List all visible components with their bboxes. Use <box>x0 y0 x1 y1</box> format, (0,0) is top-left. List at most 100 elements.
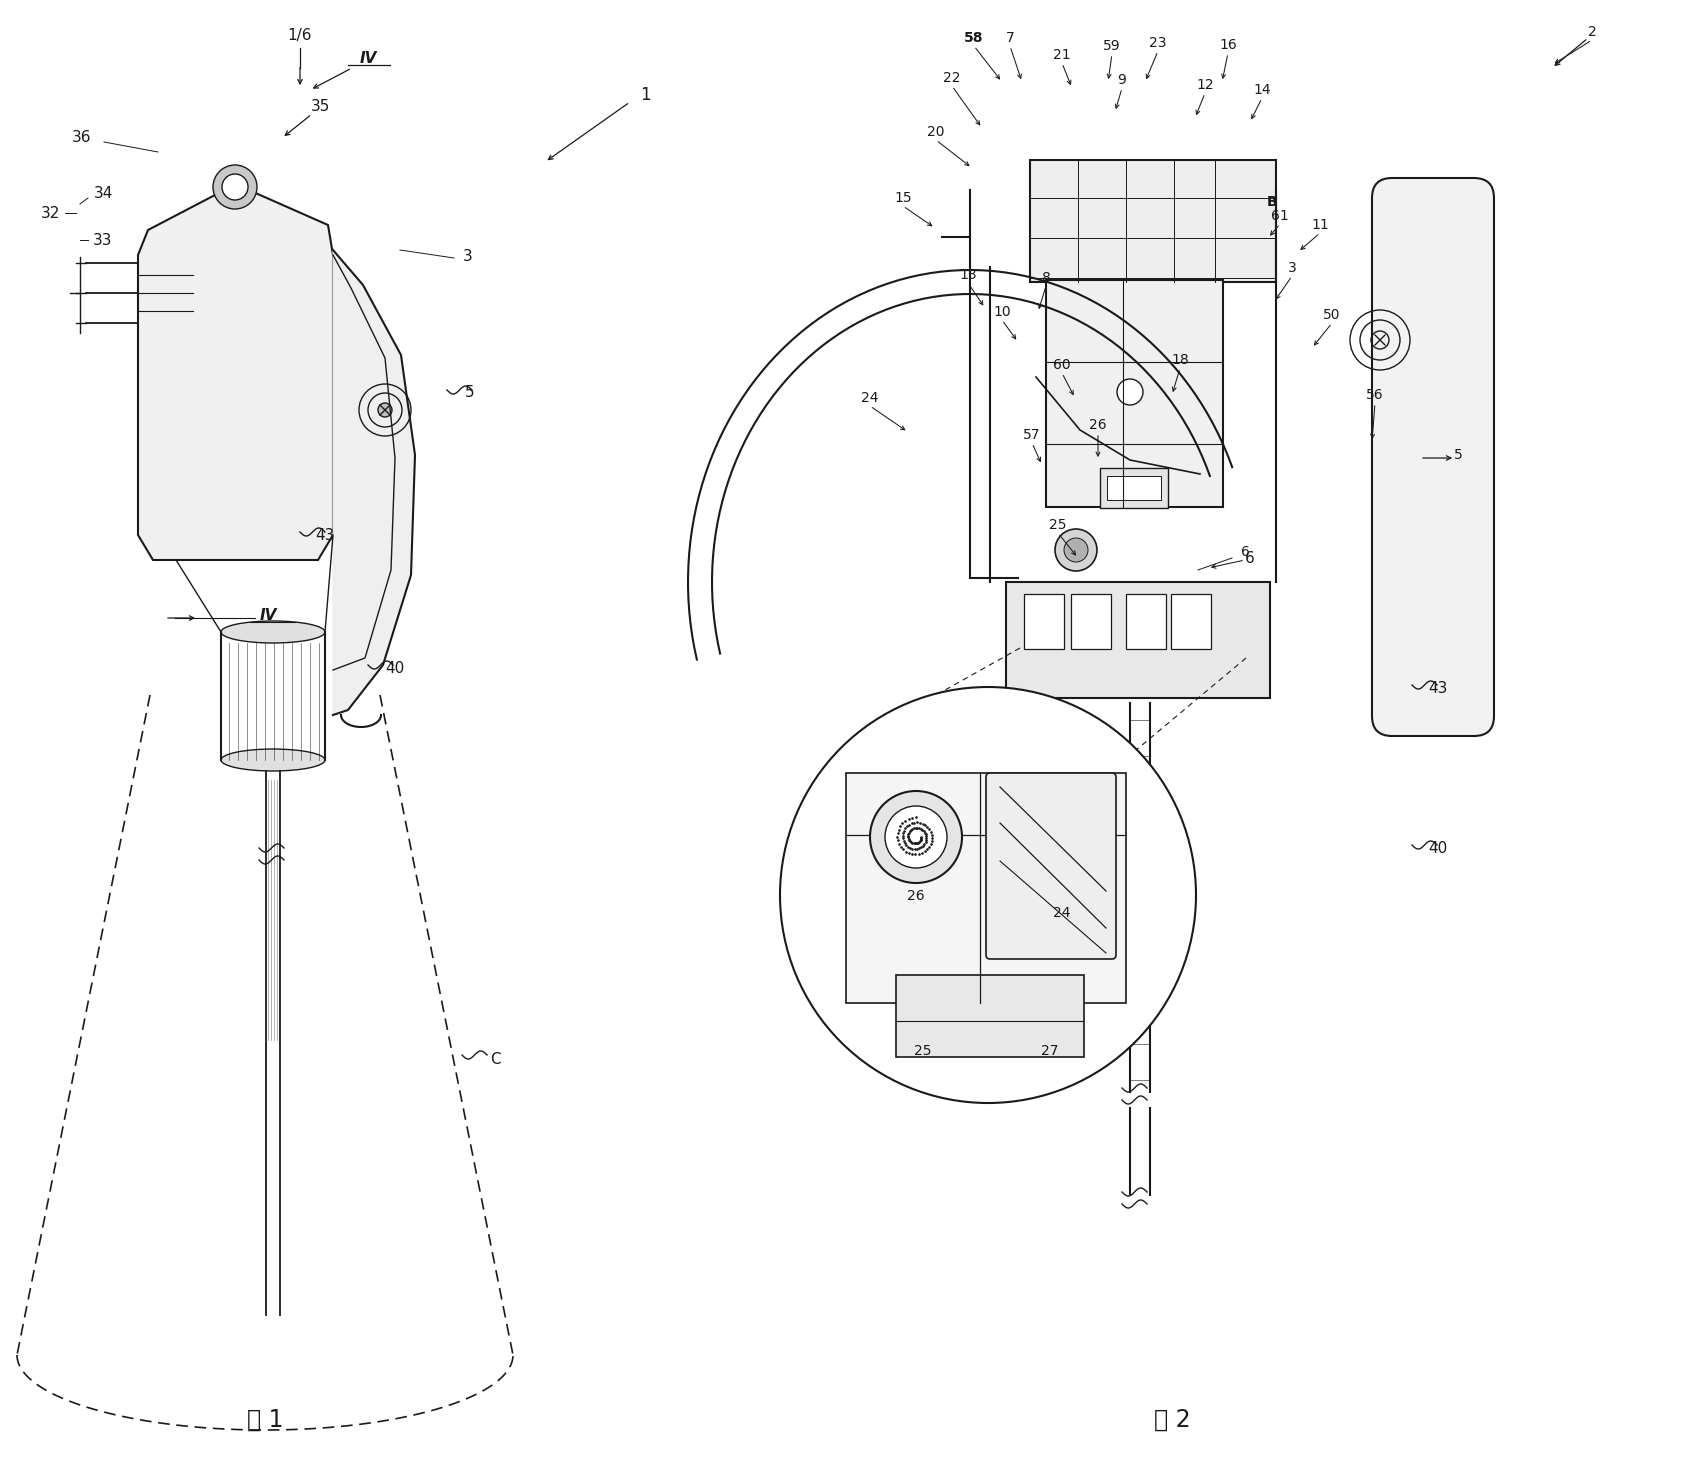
Point <box>904 837 931 861</box>
Point <box>902 832 929 855</box>
Text: IV: IV <box>260 607 277 623</box>
Point <box>892 817 919 840</box>
Text: 3: 3 <box>464 248 472 264</box>
Text: 40: 40 <box>1428 840 1448 855</box>
Text: 60: 60 <box>1054 357 1071 372</box>
Point <box>907 829 934 852</box>
Bar <box>1030 160 1276 282</box>
Point <box>895 824 922 848</box>
Point <box>890 827 917 851</box>
Text: 13: 13 <box>959 268 976 282</box>
Point <box>909 842 936 865</box>
Point <box>889 824 915 848</box>
Circle shape <box>781 687 1195 1103</box>
Bar <box>1172 594 1211 649</box>
Point <box>897 820 924 843</box>
Point <box>892 810 919 833</box>
Circle shape <box>1064 538 1087 562</box>
Point <box>897 830 924 854</box>
Text: 1/6: 1/6 <box>288 28 312 42</box>
Text: 25: 25 <box>914 1045 932 1058</box>
Point <box>912 821 939 845</box>
Bar <box>1126 594 1167 649</box>
Text: 6: 6 <box>1241 546 1249 559</box>
Point <box>897 836 924 859</box>
Point <box>890 829 917 852</box>
Text: 6: 6 <box>1246 550 1254 566</box>
Point <box>899 817 926 840</box>
Text: 58: 58 <box>964 31 983 45</box>
Point <box>900 817 927 840</box>
FancyBboxPatch shape <box>986 773 1116 959</box>
Point <box>907 826 934 849</box>
Polygon shape <box>138 185 334 560</box>
Text: 26: 26 <box>1089 417 1106 432</box>
Bar <box>1045 280 1222 506</box>
Text: 59: 59 <box>1103 39 1121 53</box>
Point <box>902 805 929 829</box>
Text: B: B <box>1266 196 1278 209</box>
Point <box>895 826 922 849</box>
Point <box>907 827 934 851</box>
Text: 57: 57 <box>1023 427 1040 442</box>
Point <box>904 811 931 835</box>
Point <box>895 813 922 836</box>
Point <box>895 829 922 852</box>
Point <box>899 811 926 835</box>
Text: 5: 5 <box>465 385 475 400</box>
Point <box>892 832 919 855</box>
Text: 24: 24 <box>1052 906 1071 921</box>
Text: 36: 36 <box>72 130 91 144</box>
Point <box>895 807 922 830</box>
Point <box>914 837 941 861</box>
Ellipse shape <box>221 748 325 770</box>
Circle shape <box>1055 530 1098 570</box>
Ellipse shape <box>221 622 325 643</box>
Point <box>914 827 941 851</box>
Circle shape <box>212 165 256 209</box>
Text: 22: 22 <box>942 71 961 85</box>
FancyBboxPatch shape <box>1372 178 1494 735</box>
Point <box>904 832 931 855</box>
Point <box>902 837 929 861</box>
Point <box>910 820 937 843</box>
Point <box>902 843 929 867</box>
Point <box>900 811 927 835</box>
Point <box>899 805 926 829</box>
Point <box>912 823 939 846</box>
Point <box>887 835 914 858</box>
Text: 8: 8 <box>1042 271 1050 285</box>
Point <box>902 816 929 839</box>
Text: 43: 43 <box>315 528 336 543</box>
Point <box>885 818 912 842</box>
Point <box>890 818 917 842</box>
Text: 5: 5 <box>1453 448 1462 463</box>
Point <box>905 836 932 859</box>
Text: 25: 25 <box>1049 518 1067 533</box>
Text: 50: 50 <box>1324 308 1340 322</box>
Circle shape <box>885 805 948 868</box>
Point <box>899 832 926 855</box>
Point <box>899 842 926 865</box>
Point <box>885 829 912 852</box>
Point <box>889 811 915 835</box>
Point <box>912 813 939 836</box>
Text: 2: 2 <box>1588 25 1597 39</box>
Point <box>905 842 932 865</box>
Point <box>907 826 934 849</box>
Point <box>907 811 934 835</box>
Point <box>883 824 910 848</box>
Text: 43: 43 <box>1428 680 1448 696</box>
Text: 14: 14 <box>1253 83 1271 96</box>
Text: 40: 40 <box>386 661 405 676</box>
Text: 图 2: 图 2 <box>1153 1408 1190 1431</box>
Point <box>885 832 912 855</box>
Point <box>912 829 939 852</box>
Point <box>917 820 944 843</box>
Point <box>907 836 934 859</box>
Point <box>910 833 937 856</box>
Point <box>897 818 924 842</box>
Text: 61: 61 <box>1271 209 1288 223</box>
Bar <box>895 975 1084 1056</box>
Point <box>910 840 937 864</box>
